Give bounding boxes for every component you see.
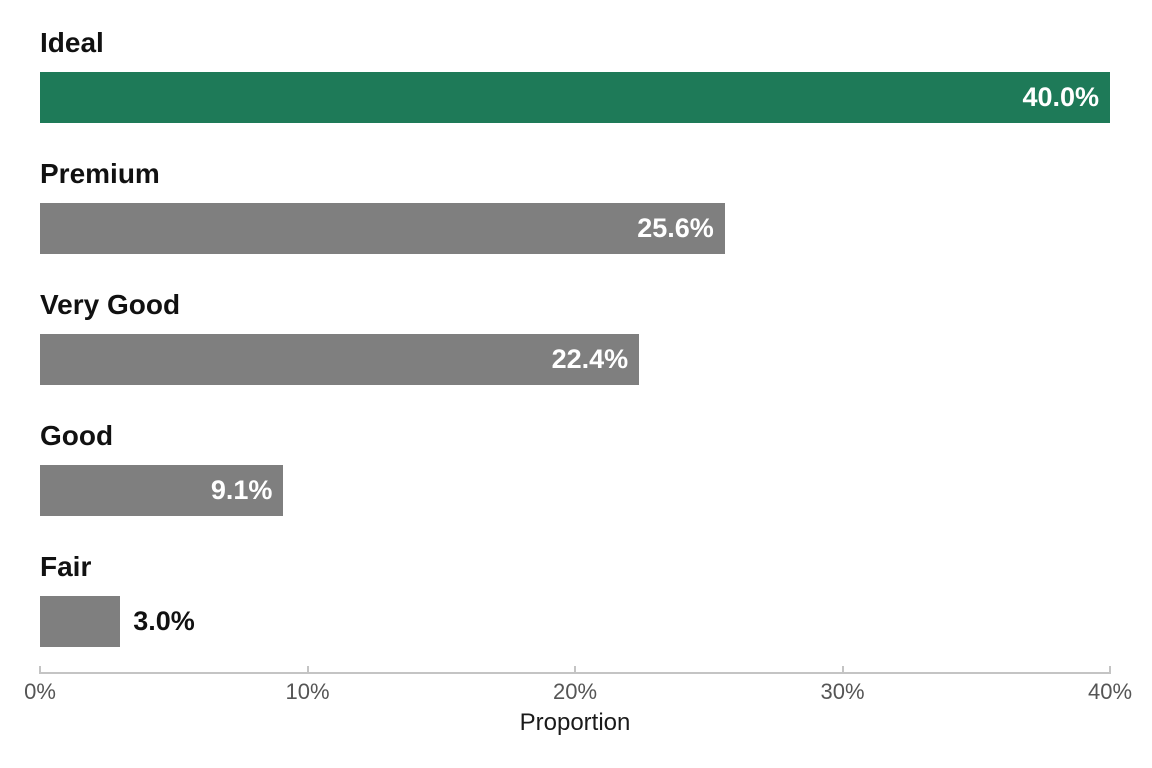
bar: 40.0%	[40, 72, 1110, 123]
x-axis-title: Proportion	[519, 709, 631, 736]
x-tick-label: 40%	[1087, 679, 1133, 704]
x-tick	[306, 666, 309, 674]
bar-row: Very Good 22.4%	[40, 288, 1110, 385]
category-label: Good	[40, 420, 114, 451]
value-label: 25.6%	[637, 213, 714, 243]
x-tick-label: 20%	[552, 679, 598, 704]
bar	[40, 596, 121, 647]
x-tick-label: 30%	[820, 679, 865, 704]
x-tick	[1109, 666, 1111, 674]
x-tick-label: 10%	[285, 679, 330, 704]
bar-track: 22.4%	[40, 334, 1110, 385]
category-label: Ideal	[40, 27, 104, 58]
x-tick	[39, 666, 41, 674]
bar-row: Good 9.1%	[40, 419, 1110, 516]
bar-track: 25.6%	[40, 203, 1110, 254]
bar-row: Ideal 40.0%	[40, 26, 1110, 123]
bar-row: Premium 25.6%	[40, 157, 1110, 254]
category-label: Fair	[40, 551, 92, 582]
value-label: 40.0%	[1022, 82, 1099, 112]
bar-row: Fair 3.0%	[40, 550, 1110, 647]
bar: 25.6%	[40, 203, 725, 254]
bar: 22.4%	[40, 334, 640, 385]
bar-track: 3.0%	[40, 596, 1110, 647]
bar-track: 40.0%	[40, 72, 1110, 123]
category-label: Very Good	[40, 289, 181, 320]
value-label: 3.0%	[133, 606, 195, 636]
x-axis: 0% 10% 20% 30% 40% Proportion	[24, 666, 1132, 756]
category-label: Premium	[40, 158, 160, 189]
value-label: 9.1%	[210, 475, 273, 505]
value-label: 22.4%	[551, 344, 629, 374]
bar-track: 9.1%	[40, 465, 1110, 516]
bar: 9.1%	[40, 465, 284, 516]
x-tick	[574, 666, 576, 674]
chart-rows: Ideal 40.0% Premium 25.6% Very Good 22.4% Good…	[40, 26, 1110, 647]
x-tick	[841, 666, 844, 674]
x-tick-label: 0%	[24, 679, 56, 704]
